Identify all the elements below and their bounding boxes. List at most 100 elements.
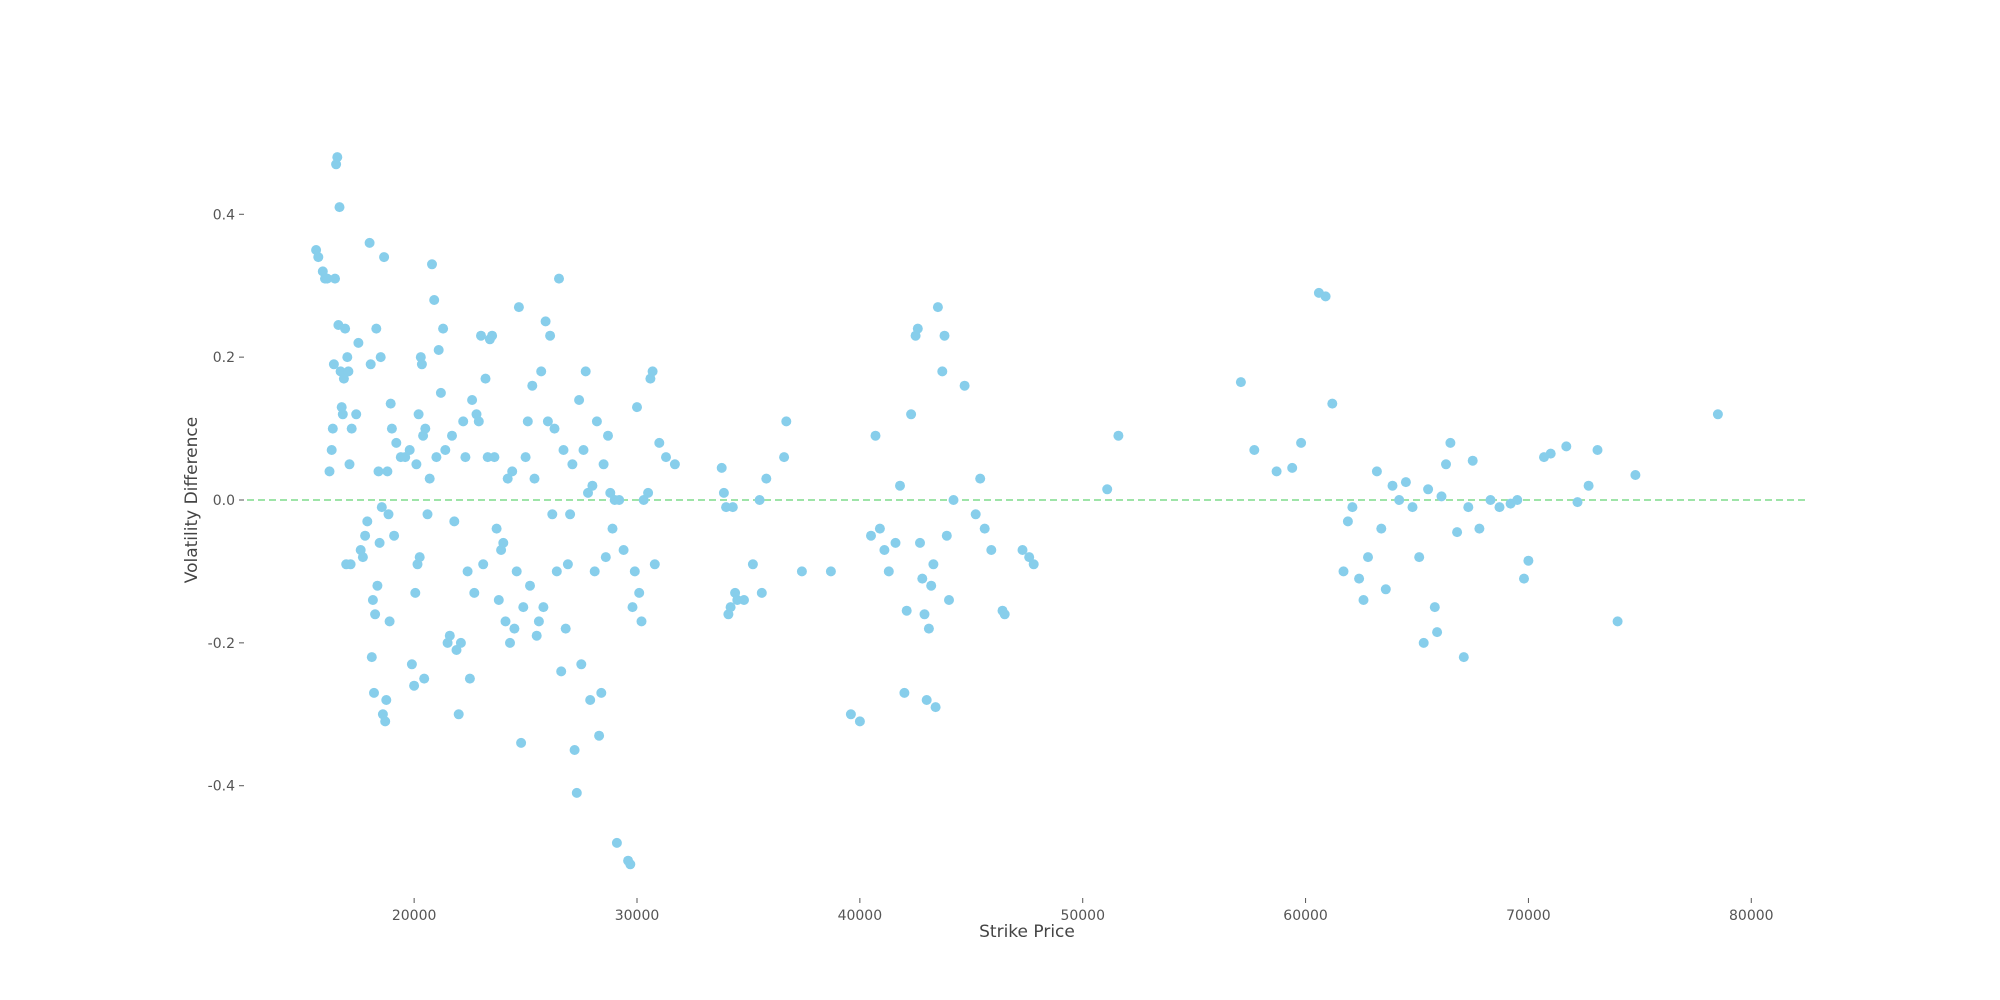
data-point	[649, 559, 660, 570]
data-point	[1561, 441, 1572, 452]
data-point	[334, 202, 345, 213]
data-point	[756, 587, 767, 598]
data-point	[565, 509, 576, 520]
data-point	[440, 445, 451, 455]
x-tick-label: 80000	[1729, 908, 1774, 924]
data-point	[545, 330, 556, 341]
data-point	[529, 473, 540, 484]
data-point	[374, 537, 385, 548]
data-point	[1523, 555, 1534, 566]
data-point	[1249, 445, 1260, 455]
data-point	[404, 445, 415, 455]
data-point	[727, 502, 738, 513]
data-point	[520, 452, 531, 463]
data-point	[419, 673, 430, 684]
data-point	[1432, 627, 1443, 638]
data-point	[513, 302, 524, 313]
data-point	[725, 602, 736, 613]
x-tick-label: 70000	[1506, 908, 1551, 924]
data-point	[324, 466, 335, 477]
data-point	[1458, 652, 1469, 663]
data-point	[1028, 559, 1039, 570]
data-point	[460, 452, 471, 463]
data-point	[383, 509, 394, 520]
data-point	[1512, 495, 1523, 505]
data-point	[344, 459, 355, 470]
data-point	[600, 552, 611, 563]
data-point	[754, 495, 765, 505]
data-point	[400, 452, 411, 463]
data-point	[478, 559, 489, 570]
data-point	[424, 473, 435, 484]
data-point	[409, 680, 420, 691]
data-point	[959, 380, 970, 391]
data-point	[585, 695, 596, 705]
data-point	[718, 487, 729, 498]
y-tick-label: 0.2	[213, 350, 235, 366]
data-point	[531, 630, 542, 641]
data-point	[576, 659, 587, 670]
data-point	[1320, 291, 1331, 302]
y-tick-label: -0.4	[208, 779, 235, 795]
data-point	[941, 530, 952, 541]
data-point	[429, 295, 440, 305]
data-point	[527, 380, 538, 391]
data-point	[1327, 398, 1338, 409]
data-point	[489, 452, 500, 463]
scatter-points	[311, 152, 1723, 870]
data-point	[384, 616, 395, 627]
data-point	[580, 366, 591, 377]
data-point	[596, 687, 607, 698]
data-point	[739, 595, 749, 605]
data-point	[389, 530, 400, 541]
data-point	[761, 473, 772, 484]
data-point	[1467, 455, 1478, 466]
data-point	[926, 580, 937, 591]
data-point	[505, 637, 515, 648]
data-point	[554, 273, 564, 284]
data-point	[342, 352, 353, 363]
data-point	[796, 566, 807, 577]
data-point	[1235, 377, 1246, 388]
data-point	[1342, 516, 1353, 527]
data-point	[587, 480, 598, 491]
data-point	[1347, 502, 1358, 513]
data-point	[1113, 430, 1124, 441]
data-point	[522, 416, 533, 427]
data-point	[551, 566, 562, 577]
data-point	[1271, 466, 1282, 477]
data-point	[970, 509, 981, 520]
data-point	[574, 395, 585, 405]
data-point	[327, 423, 338, 434]
data-point	[549, 423, 560, 434]
data-point	[890, 537, 901, 548]
data-point	[1400, 477, 1411, 488]
data-point	[332, 152, 343, 163]
data-point	[313, 252, 324, 263]
data-point	[1474, 523, 1485, 534]
data-point	[367, 595, 378, 605]
data-point	[632, 402, 642, 413]
data-point	[351, 409, 362, 420]
data-point	[589, 566, 600, 577]
data-point	[845, 709, 856, 720]
y-tick-label: 0.4	[213, 207, 235, 223]
data-point	[375, 352, 386, 363]
data-point	[975, 473, 986, 484]
data-point	[357, 552, 368, 563]
data-point	[928, 559, 939, 570]
data-point	[781, 416, 792, 427]
data-point	[1519, 573, 1529, 584]
data-point	[427, 259, 437, 270]
data-point	[518, 602, 529, 613]
data-point	[433, 345, 444, 355]
data-point	[345, 559, 356, 570]
data-point	[1024, 552, 1035, 563]
data-point	[558, 445, 569, 455]
x-tick-label: 30000	[615, 908, 660, 924]
data-point	[939, 330, 950, 341]
data-point	[449, 516, 460, 527]
data-point	[416, 359, 427, 370]
y-axis-label: Volatility Difference	[182, 417, 202, 583]
